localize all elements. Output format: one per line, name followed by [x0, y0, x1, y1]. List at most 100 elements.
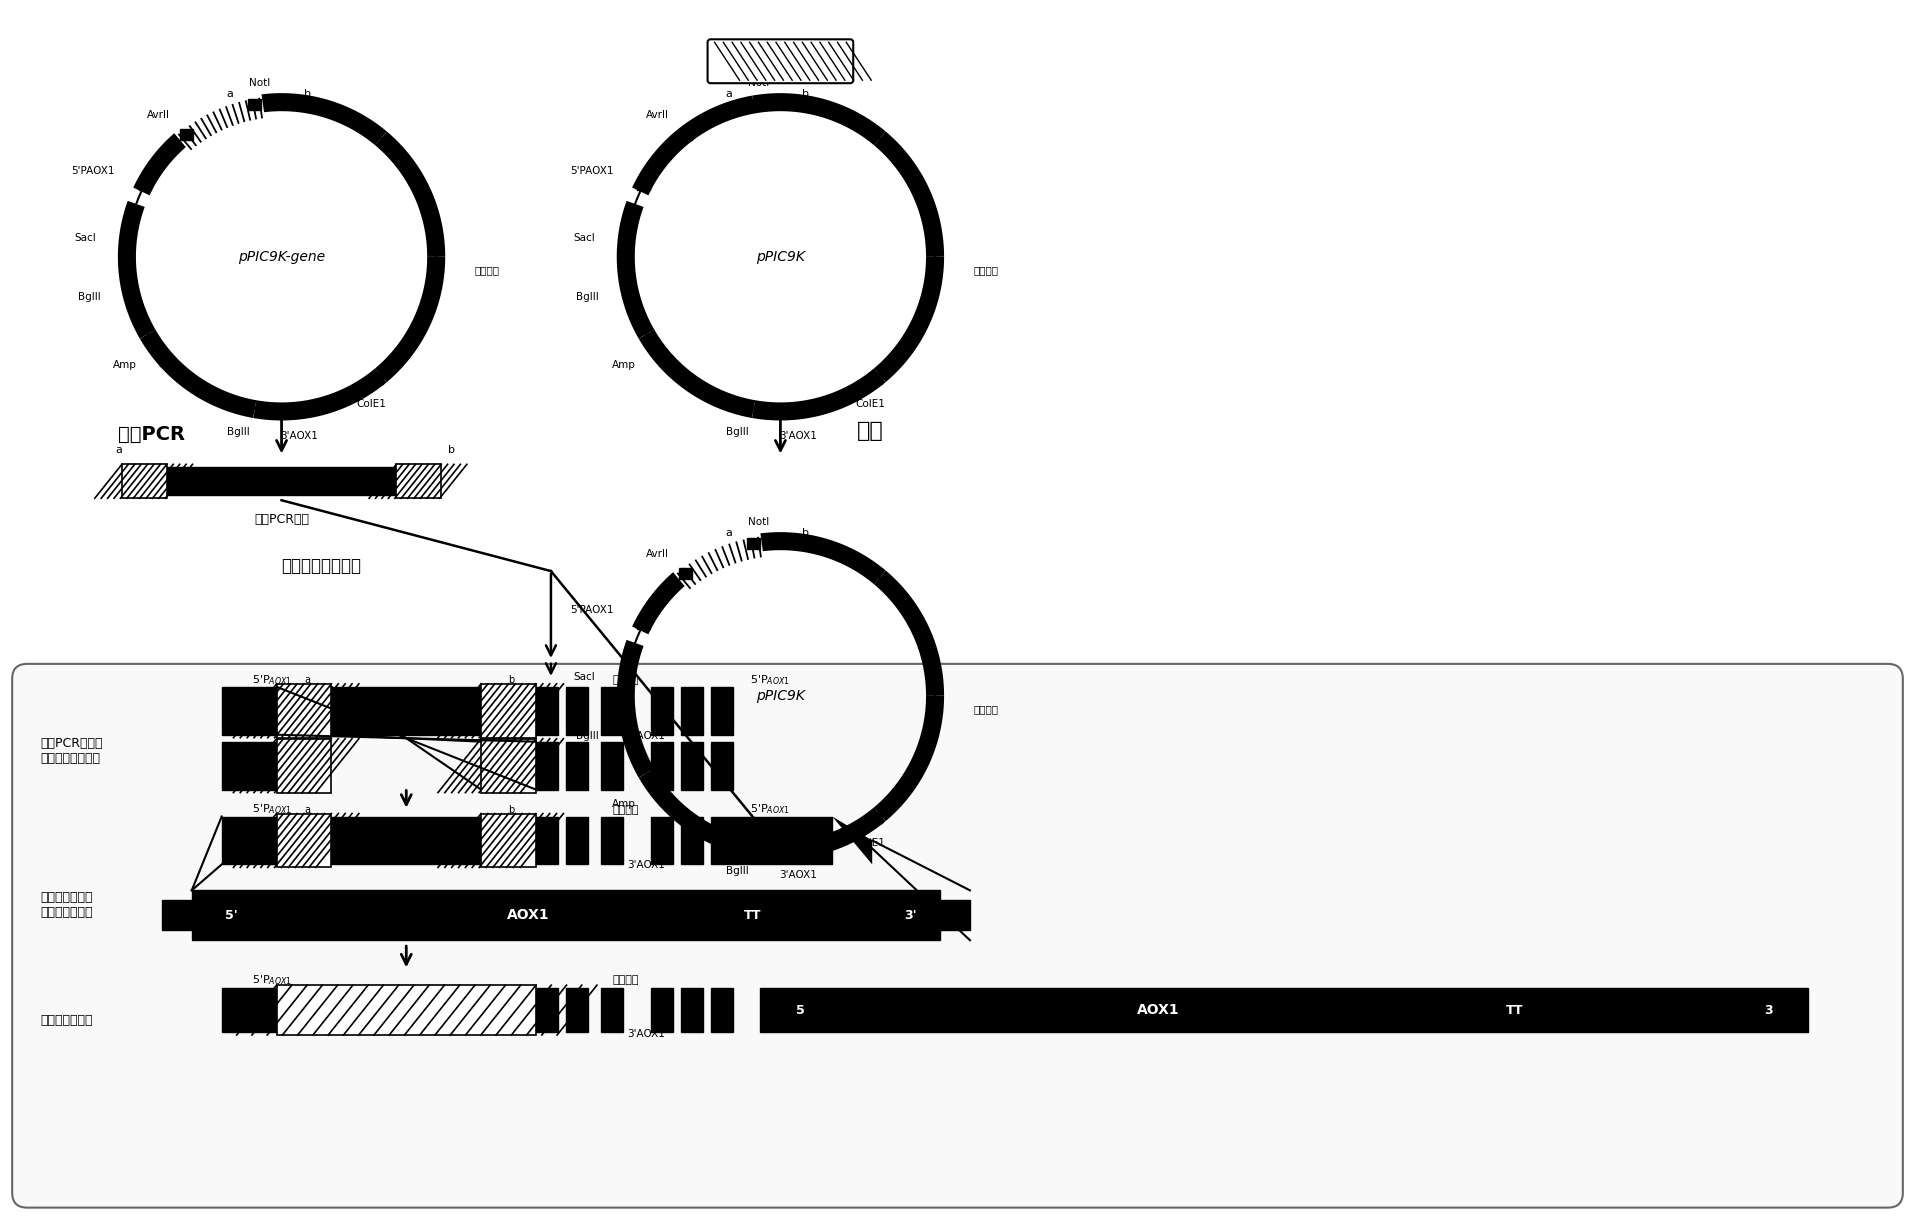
- Text: 5': 5': [224, 908, 238, 922]
- Bar: [679, 568, 692, 579]
- Text: 筛选标记: 筛选标记: [476, 265, 501, 275]
- Bar: [928, 704, 942, 715]
- Bar: [600, 687, 623, 734]
- Bar: [276, 683, 332, 738]
- Bar: [535, 989, 558, 1032]
- Text: 3'AOX1: 3'AOX1: [779, 871, 817, 880]
- Text: 5'P$_{AOX1}$: 5'P$_{AOX1}$: [750, 803, 790, 816]
- Bar: [280, 406, 293, 417]
- Text: BglII: BglII: [77, 292, 100, 302]
- Text: 5'PAOX1: 5'PAOX1: [570, 606, 614, 615]
- Text: 5'P$_{AOX1}$: 5'P$_{AOX1}$: [251, 803, 292, 816]
- Text: Amp: Amp: [113, 360, 136, 370]
- Text: Amp: Amp: [612, 799, 635, 810]
- Bar: [710, 742, 733, 789]
- Bar: [332, 687, 481, 734]
- Bar: [167, 467, 397, 495]
- Text: NotI: NotI: [249, 78, 270, 88]
- Text: 易错PCR产物: 易错PCR产物: [253, 513, 309, 525]
- Bar: [430, 265, 441, 276]
- Text: a: a: [115, 445, 123, 455]
- Bar: [192, 890, 940, 940]
- Bar: [623, 725, 637, 736]
- Text: b: b: [802, 89, 809, 100]
- Text: ColE1: ColE1: [855, 399, 886, 409]
- Text: 5'P$_{AOX1}$: 5'P$_{AOX1}$: [750, 672, 790, 687]
- Text: ColE1: ColE1: [357, 399, 387, 409]
- Bar: [748, 98, 760, 109]
- Text: SacI: SacI: [75, 233, 96, 243]
- Text: NotI: NotI: [748, 78, 769, 88]
- Bar: [660, 355, 671, 366]
- Bar: [681, 816, 702, 865]
- Text: a: a: [226, 89, 234, 100]
- Text: 3'AOX1: 3'AOX1: [280, 432, 318, 441]
- Text: 3: 3: [1765, 1003, 1772, 1017]
- Bar: [620, 677, 633, 688]
- Bar: [397, 465, 441, 499]
- Bar: [600, 742, 623, 789]
- Text: a: a: [303, 805, 311, 815]
- Text: NotI: NotI: [748, 517, 769, 527]
- Bar: [535, 742, 558, 789]
- Bar: [222, 989, 276, 1032]
- Bar: [276, 814, 332, 867]
- Bar: [681, 687, 702, 734]
- Text: 筛选标记: 筛选标记: [974, 265, 999, 275]
- FancyBboxPatch shape: [708, 39, 854, 83]
- Bar: [600, 989, 623, 1032]
- Text: BglII: BglII: [727, 866, 750, 876]
- Text: SacI: SacI: [573, 233, 595, 243]
- Text: a: a: [725, 528, 733, 539]
- Text: 3': 3': [903, 908, 917, 922]
- Text: 重组酵母基因组: 重组酵母基因组: [40, 1014, 92, 1026]
- Text: pPIC9K: pPIC9K: [756, 688, 806, 703]
- Bar: [660, 794, 671, 805]
- Bar: [180, 129, 194, 140]
- Text: 酶切: 酶切: [857, 422, 884, 441]
- Bar: [928, 265, 942, 276]
- Text: 质粒片段与酵母
基因组同源重组: 质粒片段与酵母 基因组同源重组: [40, 891, 92, 919]
- Text: ColE1: ColE1: [855, 838, 886, 848]
- Bar: [222, 687, 276, 734]
- Bar: [566, 816, 587, 865]
- Text: BglII: BglII: [577, 292, 598, 302]
- Text: 5'PAOX1: 5'PAOX1: [570, 167, 614, 176]
- Bar: [600, 816, 623, 865]
- Text: b: b: [449, 445, 455, 455]
- Text: AvrII: AvrII: [148, 109, 171, 120]
- Text: 3'AOX1: 3'AOX1: [627, 731, 666, 741]
- Bar: [121, 238, 134, 249]
- Text: 易错PCR产物与
质粒片段同源重组: 易错PCR产物与 质粒片段同源重组: [40, 737, 102, 765]
- Text: AvrII: AvrII: [646, 548, 669, 559]
- Text: BglII: BglII: [577, 731, 598, 741]
- Text: 筛选标记: 筛选标记: [612, 975, 639, 985]
- Bar: [370, 373, 384, 384]
- Bar: [679, 129, 692, 140]
- Text: 3'AOX1: 3'AOX1: [779, 432, 817, 441]
- Bar: [566, 742, 587, 789]
- Text: 5'PAOX1: 5'PAOX1: [71, 167, 115, 176]
- Bar: [727, 399, 738, 410]
- Text: b: b: [303, 89, 311, 100]
- Bar: [620, 238, 633, 249]
- Text: SacI: SacI: [573, 672, 595, 682]
- Bar: [710, 687, 733, 734]
- Text: 5'P$_{AOX1}$: 5'P$_{AOX1}$: [251, 672, 292, 687]
- Bar: [869, 373, 882, 384]
- Bar: [869, 812, 882, 823]
- Text: pPIC9K-gene: pPIC9K-gene: [238, 249, 326, 264]
- Bar: [332, 816, 481, 865]
- Bar: [226, 399, 240, 410]
- Text: Amp: Amp: [612, 360, 635, 370]
- Text: 共转化酵母宿主菌: 共转化酵母宿主菌: [282, 557, 361, 575]
- Bar: [733, 816, 832, 865]
- Text: b: b: [802, 528, 809, 539]
- Text: TT: TT: [1506, 1003, 1523, 1017]
- Bar: [222, 742, 276, 789]
- Bar: [481, 683, 535, 738]
- Text: a: a: [725, 89, 733, 100]
- Bar: [247, 98, 261, 109]
- Bar: [710, 816, 733, 865]
- Text: 筛选标记: 筛选标记: [612, 805, 639, 815]
